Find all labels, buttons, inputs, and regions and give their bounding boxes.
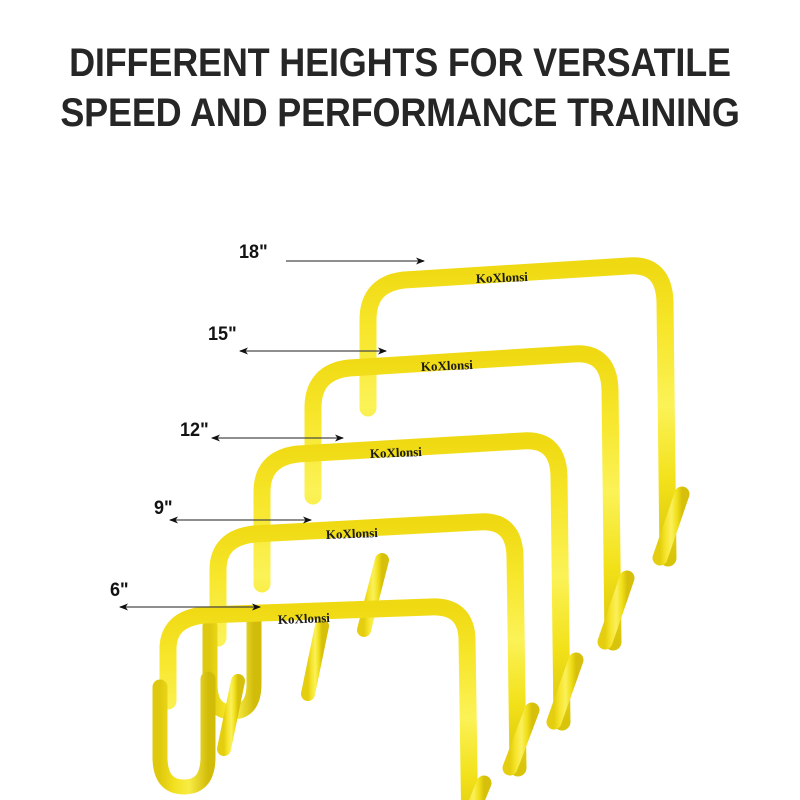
callout-label-12in: 12" [180, 420, 209, 441]
brand-logo: KoXlonsi [421, 357, 474, 374]
hurdle-12-inch: KoXlonsi [253, 432, 584, 731]
callout-label-15in: 15" [208, 324, 237, 345]
page-title-line-1: DIFFERENT HEIGHTS FOR VERSATILE [69, 41, 731, 85]
brand-logo: KoXlonsi [326, 525, 379, 542]
product-illustration: KoXlonsi KoXlonsi KoXlonsi [0, 150, 800, 800]
hurdle-6-inch: KoXlonsi [152, 598, 492, 800]
page-title: DIFFERENT HEIGHTS FOR VERSATILE SPEED AN… [40, 38, 760, 138]
brand-logo: KoXlonsi [370, 444, 423, 461]
brand-logo: KoXlonsi [278, 610, 331, 627]
callout-label-6in: 6" [110, 580, 129, 601]
hurdle-15-inch: KoXlonsi [304, 345, 635, 651]
brand-logo: KoXlonsi [476, 269, 529, 286]
hurdle-set-graphic: KoXlonsi KoXlonsi KoXlonsi [152, 257, 690, 800]
callout-label-18in: 18" [239, 242, 268, 263]
callout-label-9in: 9" [154, 498, 173, 519]
hurdle-18-inch: KoXlonsi [359, 257, 690, 567]
page-title-line-2: SPEED AND PERFORMANCE TRAINING [60, 91, 740, 135]
